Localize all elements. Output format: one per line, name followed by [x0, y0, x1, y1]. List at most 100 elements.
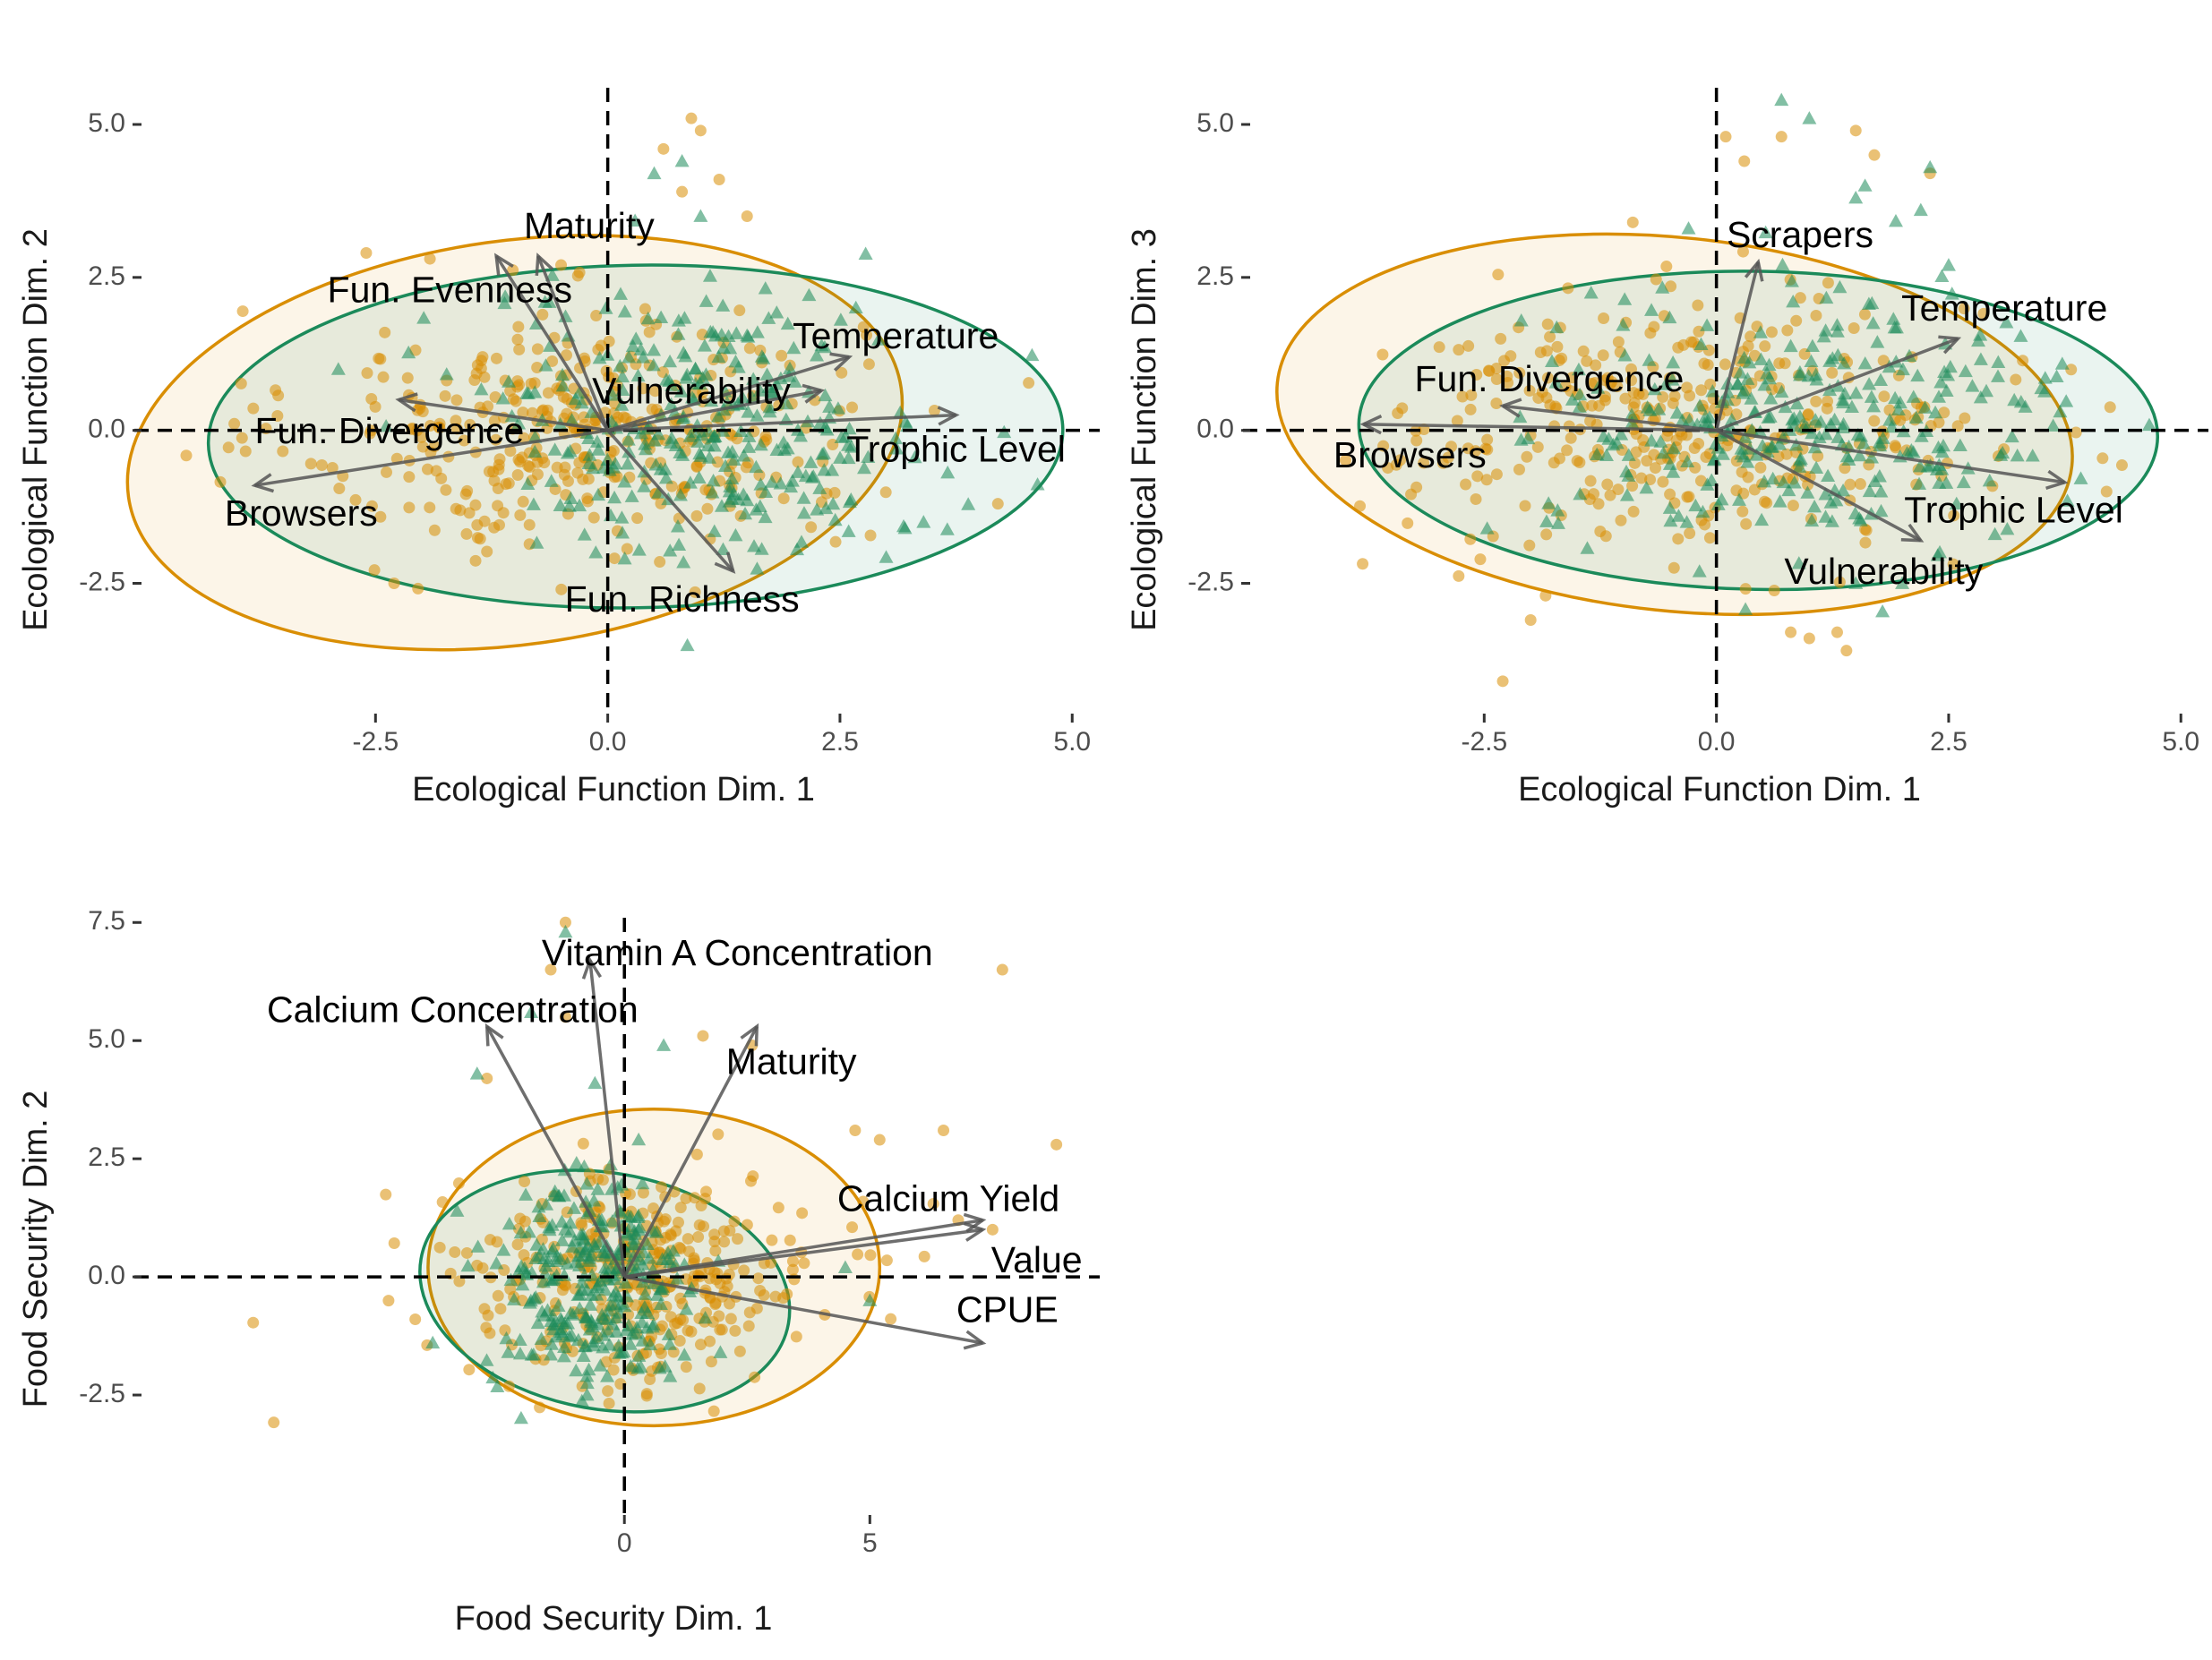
data-point-green [2053, 404, 2068, 418]
data-point-green [634, 1314, 649, 1329]
data-point-green [1866, 398, 1882, 413]
data-point-green [1765, 471, 1780, 485]
data-point-green [1873, 372, 1889, 387]
data-point-orange [1442, 451, 1454, 464]
data-point-orange [2100, 485, 2113, 498]
data-point-green [1933, 375, 1949, 389]
data-point-green [574, 395, 589, 409]
arrowhead-fun-richness [714, 552, 736, 574]
data-point-orange [690, 1148, 703, 1160]
data-point-green [521, 1225, 536, 1238]
data-point-green [1882, 413, 1898, 426]
data-point-green [643, 1337, 658, 1351]
data-point-orange [1665, 280, 1677, 293]
data-point-green [496, 1243, 511, 1256]
arrowhead-maturity [740, 1023, 759, 1047]
data-point-orange [379, 326, 391, 338]
data-point-green [1787, 475, 1802, 489]
data-point-green [1753, 325, 1768, 338]
data-point-green [577, 527, 592, 541]
data-point-green [1742, 355, 1757, 369]
x-tick-label: 0.0 [1698, 727, 1736, 757]
data-point-orange [1604, 378, 1616, 390]
data-point-green [1895, 362, 1910, 376]
data-point-green [2045, 418, 2061, 432]
data-point-orange [1470, 492, 1482, 505]
loading-label-browsers: Browsers [1333, 434, 1487, 475]
data-point-orange [672, 1216, 684, 1228]
arrowhead-vulnerability [1900, 523, 1925, 543]
data-point-orange [1703, 532, 1716, 544]
data-point-orange [685, 112, 698, 124]
data-point-green [769, 442, 784, 456]
data-point-green [676, 555, 691, 569]
data-point-green [773, 476, 788, 490]
data-point-green [1899, 446, 1915, 459]
data-point-green [1930, 548, 1945, 561]
data-point-green [515, 1278, 530, 1291]
data-point-green [1754, 512, 1770, 526]
data-point-green [526, 497, 541, 510]
data-point-orange [1859, 523, 1872, 535]
data-point-green [1824, 514, 1839, 527]
data-point-orange [416, 431, 428, 443]
data-point-green [638, 1287, 653, 1300]
y-tick-label: 5.0 [88, 108, 125, 138]
data-point-green [633, 342, 648, 355]
data-point-orange [510, 395, 522, 407]
data-point-green [530, 1315, 545, 1330]
data-point-green [1781, 483, 1796, 497]
data-point-green [657, 1359, 673, 1373]
data-point-green [1939, 475, 1954, 489]
data-point-green [1656, 446, 1671, 459]
data-point-orange [1490, 468, 1503, 481]
data-point-green [591, 442, 606, 456]
data-point-green [711, 409, 726, 423]
data-point-orange [1540, 528, 1553, 541]
data-point-green [584, 405, 599, 418]
loading-arrow-maturity [536, 255, 610, 432]
data-point-green [796, 506, 811, 519]
data-point-orange [664, 1229, 677, 1242]
data-point-green [535, 1305, 550, 1318]
data-point-green [680, 637, 695, 652]
data-point-green [497, 295, 512, 310]
data-point-green [1934, 269, 1950, 282]
data-point-orange [1959, 412, 1971, 424]
loading-label-fun-evenness: Fun. Evenness [328, 270, 573, 311]
data-point-orange [728, 1215, 741, 1228]
loading-label-calcium-yield: Calcium Yield [837, 1177, 1059, 1219]
data-point-green [532, 1248, 547, 1262]
data-point-green [1545, 354, 1560, 367]
data-point-orange [1544, 330, 1556, 343]
data-point-green [707, 524, 722, 537]
data-point-green [578, 1309, 593, 1322]
data-point-green [679, 1302, 694, 1315]
data-point-green [1818, 487, 1833, 501]
data-point-orange [411, 404, 424, 416]
data-point-green [1823, 495, 1839, 509]
data-point-orange [1556, 352, 1568, 364]
data-point-green [615, 369, 630, 383]
data-point-green [758, 281, 773, 295]
data-point-orange [440, 483, 452, 496]
data-point-green [617, 475, 632, 488]
data-point-green [1753, 352, 1769, 365]
data-point-green [513, 1410, 528, 1425]
data-point-green [1792, 364, 1807, 379]
data-point-green [1805, 513, 1820, 527]
x-tick-label: -2.5 [352, 727, 399, 757]
data-point-orange [493, 453, 506, 466]
data-point-green [1939, 383, 1954, 397]
data-point-green [830, 401, 845, 415]
data-point-green [702, 450, 717, 464]
loading-arrow-fun-richness [606, 429, 734, 572]
data-point-green [661, 1245, 676, 1259]
data-point-green [1857, 178, 1873, 192]
data-point-green [1573, 387, 1588, 401]
data-point-green [498, 289, 513, 303]
data-point-orange [575, 1217, 587, 1229]
data-point-green [450, 1203, 465, 1217]
data-point-green [547, 442, 562, 456]
data-point-green [1887, 321, 1902, 334]
